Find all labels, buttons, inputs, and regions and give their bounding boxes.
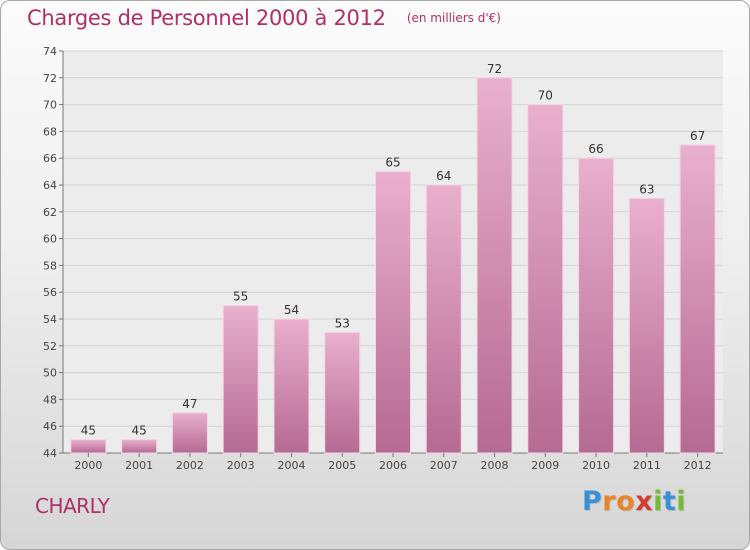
bar	[121, 439, 158, 454]
x-tick-label: 2009	[531, 459, 559, 472]
value-label: 47	[182, 397, 197, 411]
x-tick-label: 2004	[277, 459, 305, 472]
y-tick-label: 62	[43, 206, 57, 219]
y-tick-label: 52	[43, 340, 57, 353]
bar	[425, 184, 462, 454]
bar	[476, 77, 513, 454]
x-tick-label: 2001	[125, 459, 153, 472]
logo-letter: o	[616, 486, 636, 517]
y-tick-label: 66	[43, 152, 57, 165]
x-tick-label: 2003	[227, 459, 255, 472]
logo-letter: i	[653, 486, 663, 517]
x-tick-label: 2006	[379, 459, 407, 472]
y-tick-label: 60	[43, 233, 57, 246]
y-tick-label: 48	[43, 393, 57, 406]
chart-title: Charges de Personnel 2000 à 2012 (en mil…	[27, 6, 501, 30]
value-label: 45	[81, 424, 96, 438]
x-tick-label: 2005	[328, 459, 356, 472]
logo-letter: t	[662, 486, 677, 517]
value-label: 53	[335, 316, 350, 330]
y-tick-label: 70	[43, 99, 57, 112]
value-label: 54	[284, 303, 299, 317]
bar	[171, 412, 208, 454]
y-tick-label: 50	[43, 367, 57, 380]
bar	[527, 104, 564, 454]
chart-title-main: Charges de Personnel 2000 à 2012	[27, 6, 386, 30]
chart-subtitle: (en milliers d'€)	[406, 11, 501, 25]
y-tick-label: 46	[43, 420, 57, 433]
proxiti-logo: Proxiti	[582, 486, 686, 517]
bar	[679, 144, 716, 454]
logo-letter: x	[635, 486, 654, 517]
y-tick-label: 58	[43, 259, 57, 272]
value-label: 55	[233, 290, 248, 304]
bar	[628, 197, 665, 454]
value-label: 45	[132, 424, 147, 438]
value-label: 64	[436, 169, 451, 183]
y-tick-label: 44	[43, 447, 57, 460]
value-label: 65	[385, 156, 400, 170]
bar	[578, 157, 615, 454]
bar	[222, 305, 259, 454]
value-label: 63	[639, 182, 654, 196]
y-tick-label: 68	[43, 125, 57, 138]
x-tick-label: 2002	[176, 459, 204, 472]
y-tick-label: 54	[43, 313, 57, 326]
value-label: 70	[538, 89, 553, 103]
value-label: 67	[690, 129, 705, 143]
bar	[273, 318, 310, 454]
x-tick-label: 2007	[430, 459, 458, 472]
x-tick-label: 2000	[74, 459, 102, 472]
x-tick-label: 2008	[481, 459, 509, 472]
y-tick-label: 74	[43, 45, 57, 58]
y-tick-label: 64	[43, 179, 57, 192]
logo-letter: i	[676, 486, 687, 517]
commune-name: CHARLY	[35, 494, 110, 518]
y-tick-label: 72	[43, 72, 57, 85]
logo-letter: r	[602, 486, 617, 517]
x-tick-label: 2010	[582, 459, 610, 472]
x-tick-label: 2012	[684, 459, 712, 472]
bar	[375, 171, 411, 454]
bar	[324, 331, 361, 454]
logo-letter: P	[582, 486, 603, 517]
x-tick-label: 2011	[633, 459, 661, 472]
value-label: 66	[588, 142, 603, 156]
value-label: 72	[487, 62, 502, 76]
bar	[70, 439, 107, 454]
y-tick-label: 56	[43, 286, 57, 299]
